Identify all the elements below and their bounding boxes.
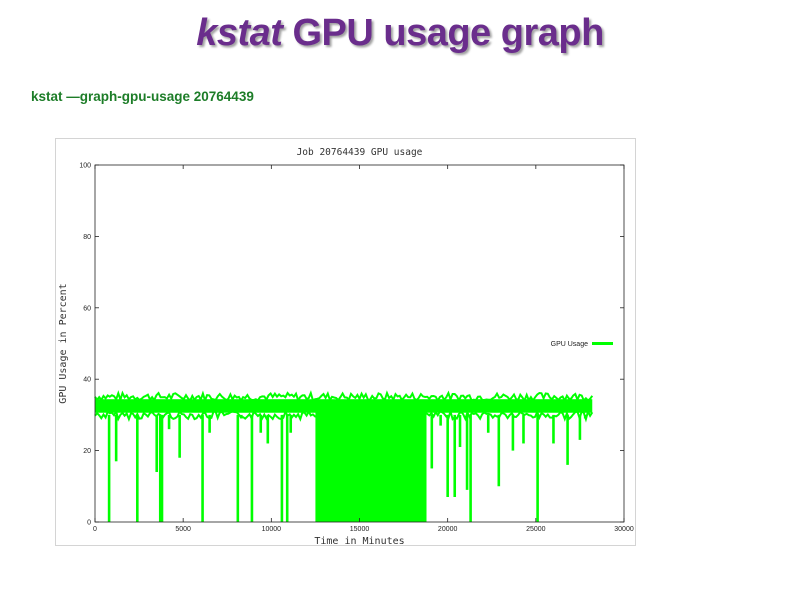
- chart-title: Job 20764439 GPU usage: [297, 147, 423, 158]
- chart-legend: GPU Usage: [551, 341, 613, 348]
- x-tick-label: 25000: [526, 526, 546, 533]
- series-dense-zero-region: [315, 400, 427, 522]
- chart-canvas: 0 20 40 60 80 100 0 5000 10000 15000 20000 25000 300…: [58, 147, 634, 547]
- y-tick-label: 80: [83, 234, 91, 241]
- x-tick-label: 20000: [438, 526, 458, 533]
- gpu-usage-chart: 0 20 40 60 80 100 0 5000 10000 15000 20000 25000 300…: [55, 138, 636, 547]
- y-tick-label: 100: [79, 163, 91, 170]
- y-tick-label: 0: [87, 520, 91, 527]
- slide-title-command: kstat: [196, 12, 283, 54]
- x-tick-label: 15000: [350, 526, 370, 533]
- slide-title-rest: GPU usage graph: [282, 12, 604, 54]
- chart-x-axis-label: Time in Minutes: [314, 536, 404, 547]
- y-tick-label: 60: [83, 305, 91, 312]
- slide-title: kstat GPU usage graph: [0, 12, 800, 55]
- chart-axes: 0 20 40 60 80 100 0 5000 10000 15000 20000 25000 300…: [79, 163, 634, 534]
- chart-series-gpu-usage: [94, 390, 594, 522]
- legend-label-gpu-usage: GPU Usage: [551, 341, 588, 348]
- chart-y-axis-label: GPU Usage in Percent: [58, 283, 69, 403]
- x-tick-label: 30000: [614, 526, 634, 533]
- x-tick-label: 10000: [262, 526, 282, 533]
- y-tick-label: 20: [83, 448, 91, 455]
- command-line: kstat —graph-gpu-usage 20764439: [31, 89, 254, 104]
- y-tick-label: 40: [83, 377, 91, 384]
- series-band-top-edge: [94, 390, 594, 404]
- x-tick-label: 5000: [175, 526, 191, 533]
- x-tick-label: 0: [93, 526, 97, 533]
